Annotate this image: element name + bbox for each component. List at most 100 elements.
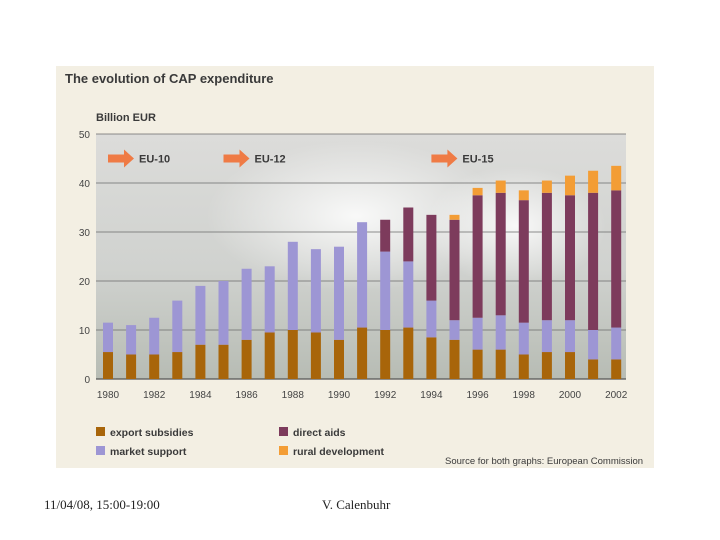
bar-1998-direct-aids (518, 200, 529, 323)
bar-1995-market-support (449, 320, 460, 340)
bar-1989-market-support (310, 249, 321, 333)
bar-1998-market-support (518, 322, 529, 355)
cap-expenditure-chart: 0 10 20 30 40 50 1980 1982 1984 1986 1988 1990 1992 1… (65, 71, 643, 467)
bar-1996-rural-development (472, 187, 483, 196)
bar-1987-export-subsidies (264, 332, 275, 379)
bar-1987-market-support (264, 266, 275, 333)
bar-1999-market-support (541, 320, 552, 353)
bar-1992-market-support (380, 251, 391, 330)
bar-2001-market-support (588, 330, 599, 360)
bar-2001-direct-aids (588, 192, 599, 330)
x-tick-label-1990: 1990 (328, 390, 351, 401)
bar-2002-market-support (611, 327, 622, 360)
bar-1983-market-support (172, 300, 183, 353)
footer-date: 11/04/08, 15:00-19:00 (44, 497, 160, 512)
bar-1985-market-support (218, 281, 229, 345)
bar-1996-direct-aids (472, 195, 483, 318)
bar-1988-market-support (287, 241, 298, 330)
legend-swatch-rural-development (279, 446, 288, 455)
bar-1996-market-support (472, 317, 483, 350)
x-tick-label-1982: 1982 (143, 390, 166, 401)
x-tick-label-1986: 1986 (235, 390, 258, 401)
bar-1990-market-support (334, 246, 344, 340)
bar-2001-rural-development (588, 170, 599, 193)
x-tick-label-1980: 1980 (97, 390, 120, 401)
bar-1995-export-subsidies (449, 339, 460, 379)
bar-1980-market-support (103, 322, 113, 353)
bar-2002-direct-aids (611, 190, 622, 328)
x-tick-label-1992: 1992 (374, 390, 397, 401)
bar-1982-export-subsidies (149, 354, 160, 379)
bar-1998-export-subsidies (518, 354, 529, 379)
legend-label-direct-aids: direct aids (293, 427, 346, 439)
bar-1986-market-support (241, 268, 252, 340)
bar-1993-direct-aids (403, 207, 414, 262)
bar-1996-export-subsidies (472, 349, 483, 379)
bar-1999-export-subsidies (541, 352, 552, 379)
bar-1989-export-subsidies (310, 332, 321, 379)
bar-2000-direct-aids (565, 195, 575, 321)
legend-swatch-export-subsidies (96, 427, 105, 436)
bar-1994-market-support (426, 300, 437, 338)
bar-1994-export-subsidies (426, 337, 437, 379)
bar-1993-export-subsidies (403, 327, 414, 379)
bar-2001-export-subsidies (588, 359, 599, 379)
y-tick-label-10: 10 (79, 326, 91, 337)
bar-1990-export-subsidies (334, 339, 344, 379)
x-tick-label-2002: 2002 (605, 390, 628, 401)
bar-1995-direct-aids (449, 219, 460, 321)
bar-1986-export-subsidies (241, 339, 252, 379)
annotation-eu-12: EU-12 (255, 154, 286, 166)
bar-2000-export-subsidies (565, 352, 575, 379)
legend-label-export-subsidies: export subsidies (110, 427, 194, 439)
x-tick-label-1998: 1998 (513, 390, 536, 401)
bar-1994-direct-aids (426, 214, 437, 301)
footer-author: V. Calenbuhr (322, 497, 391, 512)
bar-1997-market-support (495, 315, 506, 350)
cow-silhouette-rear (426, 166, 606, 286)
legend-label-rural-development: rural development (293, 446, 385, 458)
bar-1991-export-subsidies (357, 327, 368, 379)
bar-2002-export-subsidies (611, 359, 622, 379)
bar-1992-export-subsidies (380, 330, 391, 379)
bar-2000-market-support (565, 320, 575, 353)
bar-1998-rural-development (518, 190, 529, 201)
bar-1991-market-support (357, 222, 368, 328)
bar-1995-rural-development (449, 214, 460, 220)
source-note: Source for both graphs: European Commiss… (445, 456, 643, 467)
y-axis-label: Billion EUR (96, 112, 156, 124)
arrow-icon-eu-10 (108, 149, 134, 168)
bar-1982-market-support (149, 317, 160, 355)
arrow-icon-eu-15 (431, 149, 458, 168)
bar-1993-market-support (403, 261, 414, 328)
bar-2000-rural-development (565, 175, 575, 196)
bar-1984-export-subsidies (195, 344, 206, 379)
bar-1992-direct-aids (380, 219, 391, 252)
bar-1983-export-subsidies (172, 352, 183, 379)
legend-label-market-support: market support (110, 446, 187, 458)
bar-1997-rural-development (495, 180, 506, 193)
y-tick-label-0: 0 (84, 375, 90, 386)
bar-1999-rural-development (541, 180, 552, 193)
bar-1997-direct-aids (495, 192, 506, 316)
bar-1981-market-support (126, 325, 137, 355)
y-tick-label-50: 50 (79, 130, 91, 141)
bar-1999-direct-aids (541, 192, 552, 321)
annotation-eu-10: EU-10 (139, 154, 170, 166)
annotation-eu-15: EU-15 (462, 154, 493, 166)
y-tick-label-30: 30 (79, 228, 91, 239)
legend-swatch-market-support (96, 446, 105, 455)
x-tick-label-1988: 1988 (282, 390, 305, 401)
x-tick-label-1994: 1994 (420, 390, 443, 401)
chart-title: The evolution of CAP expenditure (65, 71, 274, 86)
bar-1988-export-subsidies (287, 330, 298, 379)
chart-panel: 0 10 20 30 40 50 1980 1982 1984 1986 1988 1990 1992 1… (56, 66, 654, 468)
bar-1981-export-subsidies (126, 354, 137, 379)
bar-1997-export-subsidies (495, 349, 506, 379)
bar-2002-rural-development (611, 165, 622, 191)
bar-1984-market-support (195, 285, 206, 345)
x-tick-label-1996: 1996 (466, 390, 489, 401)
bar-1980-export-subsidies (103, 352, 113, 379)
y-tick-label-40: 40 (79, 179, 91, 190)
legend-swatch-direct-aids (279, 427, 288, 436)
